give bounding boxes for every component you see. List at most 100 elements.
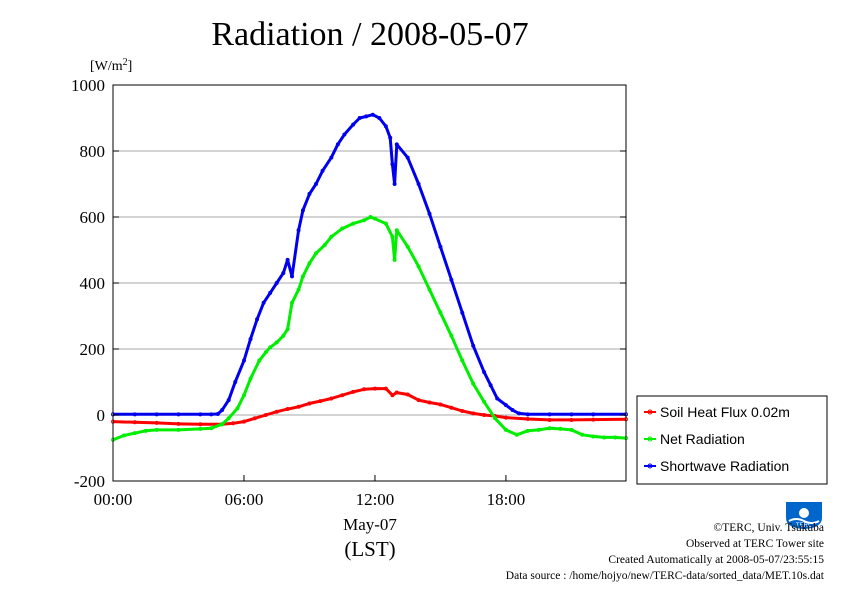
data-point-net-radiation	[471, 381, 476, 386]
data-point-soil-heat-flux-0-02m	[132, 420, 137, 425]
data-point-net-radiation	[368, 214, 373, 219]
data-point-shortwave-radiation	[226, 398, 231, 403]
data-point-shortwave-radiation	[460, 310, 465, 315]
legend-label-shortwave-radiation: Shortwave Radiation	[660, 458, 789, 474]
data-point-net-radiation	[340, 226, 345, 231]
footer-created: Created Automatically at 2008-05-07/23:5…	[608, 554, 824, 566]
x-tick-label: 12:00	[356, 490, 395, 509]
data-point-net-radiation	[121, 433, 126, 438]
legend-box	[636, 395, 828, 485]
data-point-net-radiation	[580, 432, 585, 437]
data-point-soil-heat-flux-0-02m	[416, 398, 421, 403]
data-point-net-radiation	[383, 221, 388, 226]
data-point-shortwave-radiation	[438, 244, 443, 249]
data-point-shortwave-radiation	[495, 396, 500, 401]
data-point-shortwave-radiation	[290, 274, 295, 279]
data-point-shortwave-radiation	[392, 181, 397, 186]
data-point-net-radiation	[132, 431, 137, 436]
grid-lines	[113, 150, 626, 416]
legend-marker-shortwave-radiation	[647, 463, 653, 469]
data-point-net-radiation	[390, 234, 395, 239]
data-point-net-radiation	[351, 221, 356, 226]
data-point-net-radiation	[248, 376, 253, 381]
data-point-net-radiation	[372, 216, 377, 221]
data-point-shortwave-radiation	[154, 412, 159, 417]
data-point-net-radiation	[427, 287, 432, 292]
x-tick-label: 18:00	[487, 490, 526, 509]
data-point-soil-heat-flux-0-02m	[318, 399, 323, 404]
y-tick-label: 600	[80, 208, 106, 227]
y-tick-label: -200	[74, 472, 105, 491]
data-point-net-radiation	[602, 435, 607, 440]
data-point-net-radiation	[281, 333, 286, 338]
data-point-soil-heat-flux-0-02m	[154, 420, 159, 425]
data-point-shortwave-radiation	[488, 383, 493, 388]
data-point-soil-heat-flux-0-02m	[405, 392, 410, 397]
y-tick-label: 800	[80, 142, 106, 161]
data-point-soil-heat-flux-0-02m	[198, 422, 203, 427]
data-point-net-radiation	[314, 251, 319, 256]
terc-logo: TERC	[786, 502, 822, 529]
data-point-shortwave-radiation	[274, 280, 279, 285]
data-point-shortwave-radiation	[307, 191, 312, 196]
data-point-soil-heat-flux-0-02m	[427, 400, 432, 405]
data-point-shortwave-radiation	[268, 290, 273, 295]
chart-title: Radiation / 2008-05-07	[211, 16, 528, 53]
data-point-shortwave-radiation	[300, 208, 305, 213]
footer-copyright: ©TERC, Univ. Tsukuba	[713, 522, 824, 534]
data-point-net-radiation	[268, 345, 273, 350]
data-point-shortwave-radiation	[510, 408, 515, 413]
x-axis-label: May-07	[343, 515, 397, 534]
data-point-shortwave-radiation	[351, 122, 356, 127]
data-point-net-radiation	[220, 422, 225, 427]
data-point-shortwave-radiation	[261, 300, 266, 305]
data-point-shortwave-radiation	[241, 358, 246, 363]
x-tick-label: 00:00	[94, 490, 133, 509]
data-point-shortwave-radiation	[320, 168, 325, 173]
data-point-net-radiation	[285, 327, 290, 332]
data-point-net-radiation	[503, 427, 508, 432]
data-point-shortwave-radiation	[285, 257, 290, 262]
data-point-shortwave-radiation	[569, 412, 574, 417]
data-point-soil-heat-flux-0-02m	[383, 386, 388, 391]
logo-wave-icon	[788, 518, 820, 524]
data-point-net-radiation	[569, 427, 574, 432]
legend-marker-net-radiation	[647, 436, 653, 442]
data-point-shortwave-radiation	[335, 142, 340, 147]
data-point-net-radiation	[257, 358, 262, 363]
logo-drop-icon	[799, 508, 809, 518]
data-point-soil-heat-flux-0-02m	[252, 416, 257, 421]
data-point-shortwave-radiation	[405, 155, 410, 160]
data-point-net-radiation	[392, 257, 397, 262]
x-tick-label: 06:00	[225, 490, 264, 509]
data-point-net-radiation	[263, 350, 268, 355]
data-point-soil-heat-flux-0-02m	[274, 409, 279, 414]
data-point-shortwave-radiation	[329, 155, 334, 160]
data-point-net-radiation	[296, 287, 301, 292]
data-point-net-radiation	[438, 310, 443, 315]
data-point-net-radiation	[613, 435, 618, 440]
data-point-shortwave-radiation	[377, 116, 382, 121]
data-point-shortwave-radiation	[388, 135, 393, 140]
data-point-net-radiation	[482, 399, 487, 404]
data-point-shortwave-radiation	[176, 412, 181, 417]
data-point-net-radiation	[460, 358, 465, 363]
data-point-net-radiation	[154, 427, 159, 432]
footer-source: Data source : /home/hojyo/new/TERC-data/…	[505, 570, 824, 582]
legend-label-net-radiation: Net Radiation	[660, 431, 745, 447]
data-point-soil-heat-flux-0-02m	[591, 417, 596, 422]
data-point-net-radiation	[274, 340, 279, 345]
data-point-soil-heat-flux-0-02m	[503, 415, 508, 420]
data-point-shortwave-radiation	[209, 412, 214, 417]
data-point-shortwave-radiation	[416, 181, 421, 186]
data-point-shortwave-radiation	[482, 370, 487, 375]
data-point-shortwave-radiation	[449, 277, 454, 282]
data-point-shortwave-radiation	[525, 412, 530, 417]
data-point-net-radiation	[329, 234, 334, 239]
data-point-soil-heat-flux-0-02m	[449, 405, 454, 410]
footer-observed: Observed at TERC Tower site	[685, 538, 824, 550]
data-point-soil-heat-flux-0-02m	[263, 412, 268, 417]
data-point-soil-heat-flux-0-02m	[362, 387, 367, 392]
data-point-net-radiation	[493, 416, 498, 421]
data-point-soil-heat-flux-0-02m	[390, 393, 395, 398]
